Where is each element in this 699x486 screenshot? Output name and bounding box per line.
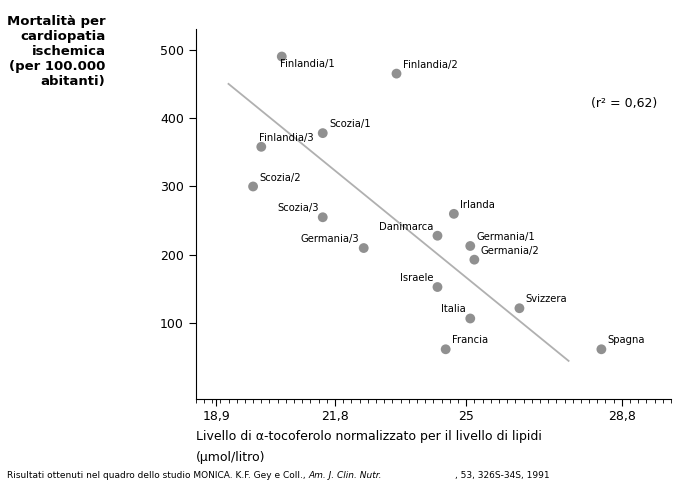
Point: [440, 346, 452, 353]
Text: Irlanda: Irlanda: [460, 200, 495, 210]
Text: Finlandia/1: Finlandia/1: [280, 59, 334, 69]
Text: Danimarca: Danimarca: [379, 222, 433, 232]
Point: [448, 210, 459, 218]
Text: Germania/2: Germania/2: [480, 245, 539, 256]
Text: Scozia/2: Scozia/2: [259, 173, 301, 183]
Point: [465, 314, 476, 322]
Text: Am. J. Clin. Nutr.: Am. J. Clin. Nutr.: [308, 471, 382, 480]
Text: Mortalità per
cardiopatia
ischemica
(per 100.000
abitanti): Mortalità per cardiopatia ischemica (per…: [7, 15, 106, 87]
Text: Francia: Francia: [452, 335, 488, 345]
Point: [465, 242, 476, 250]
Text: Spagna: Spagna: [607, 335, 645, 345]
Text: Italia: Italia: [441, 304, 466, 314]
Text: Germania/1: Germania/1: [477, 232, 535, 242]
Text: (μmol/litro): (μmol/litro): [196, 451, 265, 464]
Text: (r² = 0,62): (r² = 0,62): [591, 97, 657, 109]
Point: [469, 256, 480, 263]
Point: [358, 244, 369, 252]
Point: [514, 304, 525, 312]
Text: Scozia/1: Scozia/1: [329, 119, 370, 129]
Text: Finlandia/3: Finlandia/3: [259, 133, 314, 143]
Point: [276, 52, 287, 60]
Point: [317, 213, 329, 221]
Text: , 53, 326S-34S, 1991: , 53, 326S-34S, 1991: [456, 471, 550, 480]
Text: Risultati ottenuti nel quadro dello studio MONICA. K.F. Gey e Coll.,: Risultati ottenuti nel quadro dello stud…: [7, 471, 308, 480]
Text: Germania/3: Germania/3: [301, 234, 359, 244]
Point: [432, 283, 443, 291]
Point: [317, 129, 329, 137]
Point: [596, 346, 607, 353]
Text: Scozia/3: Scozia/3: [277, 203, 319, 213]
Text: Finlandia/2: Finlandia/2: [403, 60, 457, 70]
Text: Livello di α-tocoferolo normalizzato per il livello di lipidi: Livello di α-tocoferolo normalizzato per…: [196, 430, 542, 443]
Point: [432, 232, 443, 240]
Text: Israele: Israele: [400, 273, 433, 283]
Text: Svizzera: Svizzera: [526, 294, 567, 304]
Point: [256, 143, 267, 151]
Point: [391, 69, 402, 77]
Point: [247, 183, 259, 191]
